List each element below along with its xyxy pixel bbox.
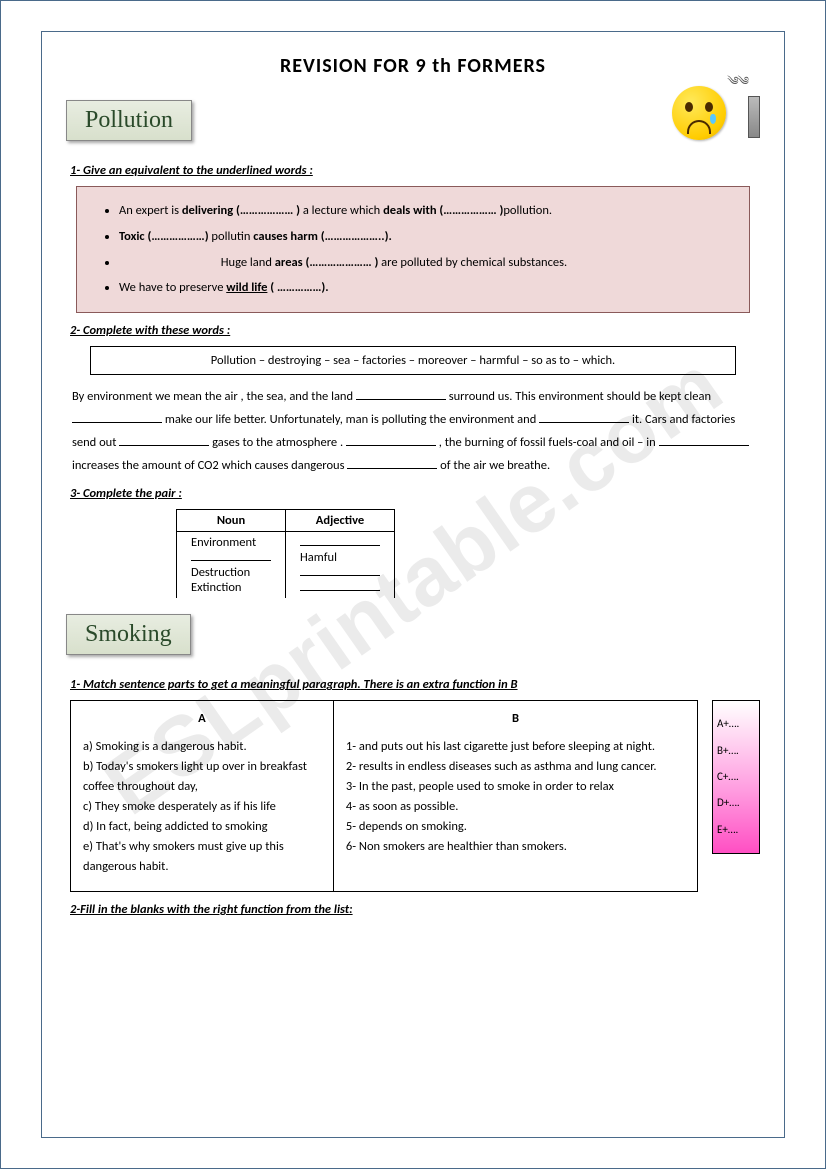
th-noun: Noun	[177, 509, 286, 531]
instr-underlined: 1- Match sentence parts to get a meaning…	[70, 677, 361, 692]
match-col-b: B 1- and puts out his last cigarette jus…	[334, 701, 697, 891]
answer-slot[interactable]: A+….	[717, 711, 755, 737]
blank-field[interactable]	[347, 458, 437, 469]
smoke-icon: ༄༄	[727, 68, 748, 102]
match-table: A a) Smoking is a dangerous habit. b) To…	[70, 700, 698, 892]
q2-text: surround us. This environment should be …	[449, 389, 711, 404]
match-item: c) They smoke desperately as if his life	[83, 797, 321, 817]
cell-text: Hamful	[300, 550, 337, 565]
match-section: A a) Smoking is a dangerous habit. b) To…	[70, 700, 760, 892]
answer-slot[interactable]: B+….	[717, 738, 755, 764]
q2-text: gases to the atmosphere .	[212, 435, 346, 450]
chimney-icon	[748, 96, 760, 138]
q2-text: increases the amount of CO2 which causes…	[72, 458, 347, 473]
match-item: e) That's why smokers must give up this …	[83, 837, 321, 877]
blank-field[interactable]	[539, 412, 629, 423]
match-item: 3- In the past, people used to smoke in …	[346, 777, 685, 797]
q2-text: of the air we breathe.	[440, 458, 550, 473]
cell-text: Extinction	[191, 580, 242, 595]
blank-field[interactable]	[659, 435, 749, 446]
match-item: 5- depends on smoking.	[346, 817, 685, 837]
answer-slot[interactable]: E+….	[717, 817, 755, 843]
sad-emoji-illustration: ༄༄	[664, 68, 754, 148]
blank-field[interactable]	[191, 550, 271, 561]
match-col-a: A a) Smoking is a dangerous habit. b) To…	[71, 701, 334, 891]
q1-item: We have to preserve wild life ( ……………).	[119, 276, 731, 300]
blank-field[interactable]	[300, 580, 380, 591]
table-header-row: Noun Adjective	[177, 509, 395, 531]
answer-slot[interactable]: C+….	[717, 764, 755, 790]
instr-rest: There is an extra function in B	[361, 677, 518, 692]
q1-item: An expert is delivering (……………… ) a lect…	[119, 199, 731, 223]
blank-field[interactable]	[300, 565, 380, 576]
blank-field[interactable]	[72, 412, 162, 423]
th-adjective: Adjective	[286, 509, 395, 531]
q1-item: Toxic (………………) pollutin causes harm (…………	[119, 225, 731, 249]
blank-field[interactable]	[119, 435, 209, 446]
match-item: b) Today's smokers light up over in brea…	[83, 757, 321, 797]
cell-text: Destruction	[191, 565, 250, 580]
q1-box: An expert is delivering (……………… ) a lect…	[76, 186, 750, 313]
match-item: 1- and puts out his last cigarette just …	[346, 737, 685, 757]
page-border: ESLprintable.com REVISION FOR 9 th FORME…	[41, 31, 785, 1138]
col-a-head: A	[83, 709, 321, 729]
cell-text: Environment	[191, 535, 256, 550]
q2-instruction: 2- Complete with these words :	[70, 323, 760, 338]
page: ESLprintable.com REVISION FOR 9 th FORME…	[0, 0, 826, 1169]
match-item: 4- as soon as possible.	[346, 797, 685, 817]
q3-instruction: 3- Complete the pair :	[70, 486, 760, 501]
answer-slot[interactable]: D+….	[717, 790, 755, 816]
q1-instruction: 1- Give an equivalent to the underlined …	[70, 163, 760, 178]
q1-list: An expert is delivering (……………… ) a lect…	[95, 199, 731, 300]
s2q2-instruction: 2-Fill in the blanks with the right func…	[70, 902, 760, 917]
q2-word-bank: Pollution – destroying – sea – factories…	[90, 346, 736, 375]
match-item: d) In fact, being addicted to smoking	[83, 817, 321, 837]
blank-field[interactable]	[356, 389, 446, 400]
q2-text: make our life better. Unfortunately, man…	[165, 412, 539, 427]
q2-text: , the burning of fossil fuels-coal and o…	[439, 435, 659, 450]
section-label-smoking: Smoking	[66, 614, 191, 655]
s2q1-instruction: 1- Match sentence parts to get a meaning…	[70, 677, 760, 692]
sad-face-icon	[672, 86, 726, 140]
match-item: 6- Non smokers are healthier than smoker…	[346, 837, 685, 857]
match-item: 2- results in endless diseases such as a…	[346, 757, 685, 777]
table-row: Environment Destruction Extinction Hamfu…	[177, 531, 395, 598]
q2-paragraph: By environment we mean the air , the sea…	[72, 385, 754, 478]
answer-grid[interactable]: A+…. B+…. C+…. D+…. E+….	[712, 700, 760, 854]
q1-item: Huge land areas (………………… ) are polluted …	[119, 251, 731, 275]
q3-pair-table: Noun Adjective Environment Destruction E…	[176, 509, 395, 599]
section-label-pollution: Pollution	[66, 100, 192, 141]
col-b-head: B	[346, 709, 685, 729]
blank-field[interactable]	[346, 435, 436, 446]
blank-field[interactable]	[300, 535, 380, 546]
match-item: a) Smoking is a dangerous habit.	[83, 737, 321, 757]
page-title: REVISION FOR 9 th FORMERS	[66, 54, 760, 78]
q2-text: By environment we mean the air , the sea…	[72, 389, 356, 404]
